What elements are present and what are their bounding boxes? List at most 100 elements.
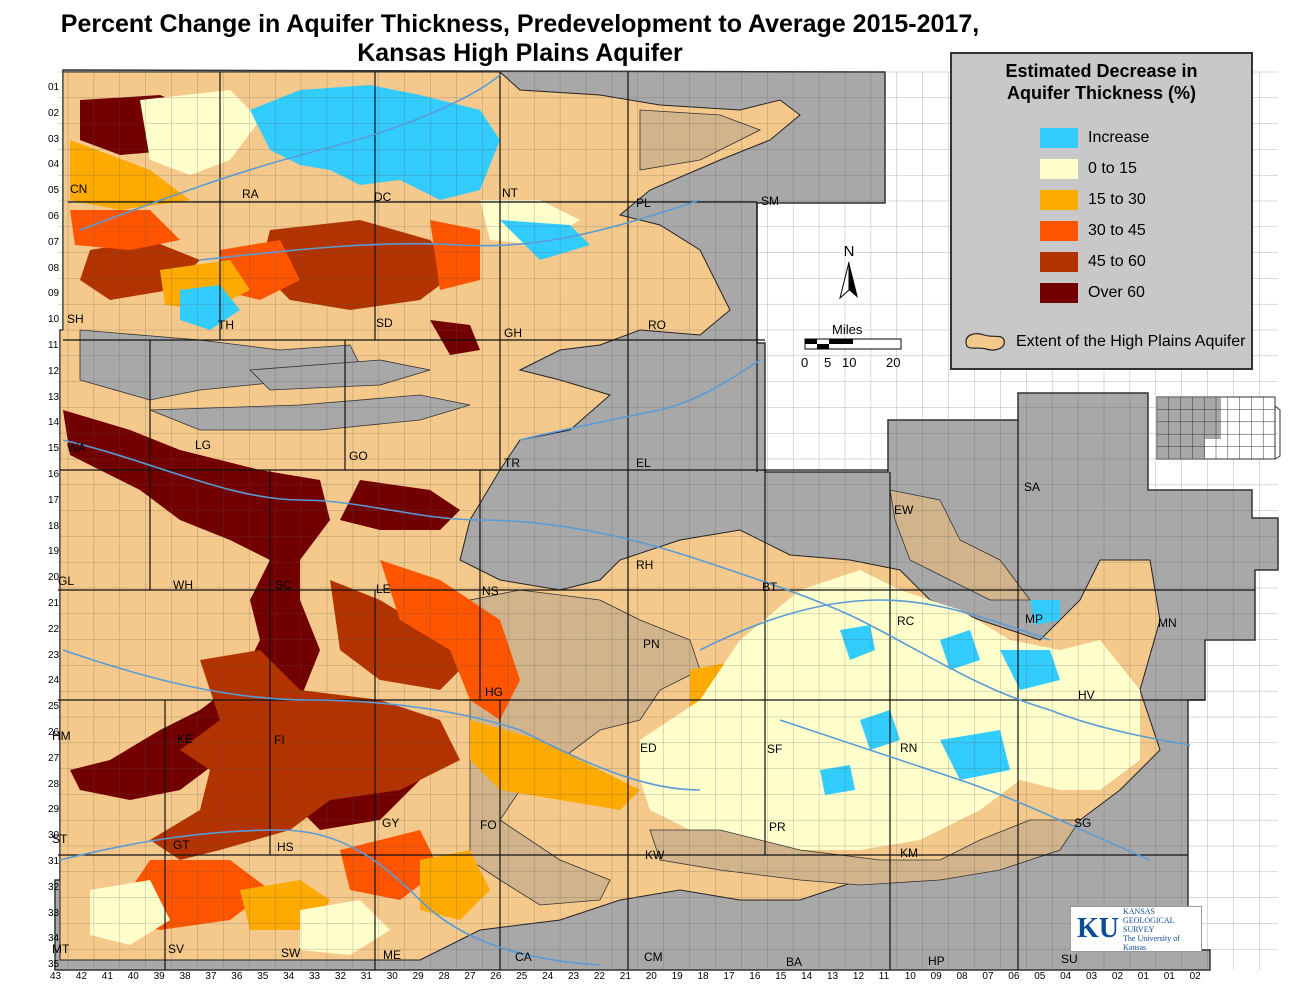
county-label-sg: SG [1074,816,1092,830]
legend-title-line2: Aquifer Thickness (%) [1006,83,1197,103]
county-boundaries [58,72,1255,970]
county-label-wh: WH [173,578,193,592]
range-column-label: 43 [50,971,62,982]
county-label-gl: GL [58,574,75,588]
range-column-label: 18 [697,971,709,982]
county-label-ra: RA [242,187,259,201]
county-label-kw: KW [645,848,665,862]
county-label-sa: SA [1024,480,1041,494]
range-column-label: 40 [127,971,139,982]
class-45-60 [80,220,470,860]
range-column-label: 07 [982,971,994,982]
township-row-label: 12 [48,365,60,377]
ku-logo-mark: KU [1077,913,1119,944]
township-row-label: 35 [48,959,60,971]
map-title-line1: Percent Change in Aquifer Thickness, Pre… [60,10,980,38]
range-column-label: 24 [542,971,554,982]
range-column-label: 04 [1060,971,1072,982]
township-row-label: 14 [48,417,60,429]
township-row-label: 27 [48,752,60,764]
county-label-sw: SW [281,946,301,960]
legend-class-label: 30 to 45 [1088,222,1146,239]
county-label-mn: MN [1158,616,1177,630]
township-row-label: 13 [48,391,60,403]
township-row-label: 08 [48,262,60,274]
county-label-hp: HP [928,954,945,968]
township-row-label: 11 [48,340,59,351]
township-row-label: 04 [48,159,60,171]
township-row-label: 05 [48,185,60,197]
township-row-label: 32 [48,881,60,893]
scale-title: Miles [832,322,863,337]
county-label-pr: PR [769,820,786,834]
legend-extent-label: Extent of the High Plains Aquifer [1016,333,1246,350]
township-row-label: 10 [48,314,60,326]
range-column-label: 26 [490,971,502,982]
county-label-st: ST [52,832,68,846]
county-label-cm: CM [644,950,663,964]
county-label-mt: MT [52,942,70,956]
county-label-wa: WA [67,441,86,455]
township-row-label: 17 [48,494,60,506]
county-label-ba: BA [786,955,803,969]
map-title-line2: Kansas High Plains Aquifer [357,39,683,67]
range-column-label: 38 [179,971,191,982]
rivers [59,74,1191,966]
range-column-label: 05 [1034,971,1046,982]
township-row-label: 25 [48,701,60,713]
legend-extent-entry: Extent of the High Plains Aquifer [962,330,1245,354]
county-label-dc: DC [374,190,392,204]
north-label: N [844,243,855,260]
county-label-pl: PL [636,196,651,210]
range-column-label: 02 [1111,971,1124,982]
county-label-ed: ED [640,741,657,755]
extent-swatch-icon [965,333,1005,351]
county-label-th: TH [218,318,234,332]
legend-class-label: Increase [1088,129,1150,146]
range-column-label: 39 [153,971,165,982]
range-column-label: 23 [568,971,580,982]
county-label-mp: MP [1025,612,1043,626]
legend-title: Estimated Decrease in Aquifer Thickness … [952,60,1251,104]
range-column-label: 36 [231,971,243,982]
township-row-label: 02 [48,107,60,119]
county-label-pn: PN [643,637,660,651]
scale-tick: 20 [886,355,901,370]
township-row-label: 21 [48,598,60,609]
range-column-label: 01 [1137,971,1149,982]
township-row-label: 28 [48,778,60,790]
kansas-locator-map [1156,396,1281,460]
range-column-label: 21 [619,971,631,982]
legend-swatch [1040,221,1078,241]
legend-swatch [1040,252,1078,272]
range-column-label: 37 [205,971,217,982]
county-label-fo: FO [480,818,497,832]
township-row-label: 18 [48,520,60,532]
county-label-sm: SM [761,194,779,208]
ku-logo: KU KANSAS GEOLOGICAL SURVEY The Universi… [1070,906,1202,952]
county-label-nt: NT [502,186,518,200]
ku-logo-text: KANSAS GEOLOGICAL SURVEY The University … [1123,906,1180,952]
scale-tick: 10 [842,355,857,370]
county-label-rh: RH [636,558,654,572]
county-label-km: KM [900,846,918,860]
range-column-label: 06 [1008,971,1020,982]
county-label-su: SU [1061,952,1078,966]
legend-class-entry: Increase [1040,128,1149,148]
range-column-label: 08 [956,971,968,982]
class-increase [180,85,1060,795]
county-label-rc: RC [897,614,915,628]
township-row-label: 33 [48,907,60,919]
range-column-label: 41 [101,971,113,982]
township-row-label: 29 [48,804,60,816]
county-label-cn: CN [70,182,88,196]
legend-swatch [1040,159,1078,179]
range-column-label: 02 [1189,971,1201,982]
township-row-label: 23 [48,649,60,661]
north-arrow-icon: N [839,243,858,300]
township-row-label: 30 [48,830,60,842]
range-column-label: 17 [723,971,735,982]
range-column-label: 22 [593,971,606,982]
scale-tick: 5 [824,355,832,370]
